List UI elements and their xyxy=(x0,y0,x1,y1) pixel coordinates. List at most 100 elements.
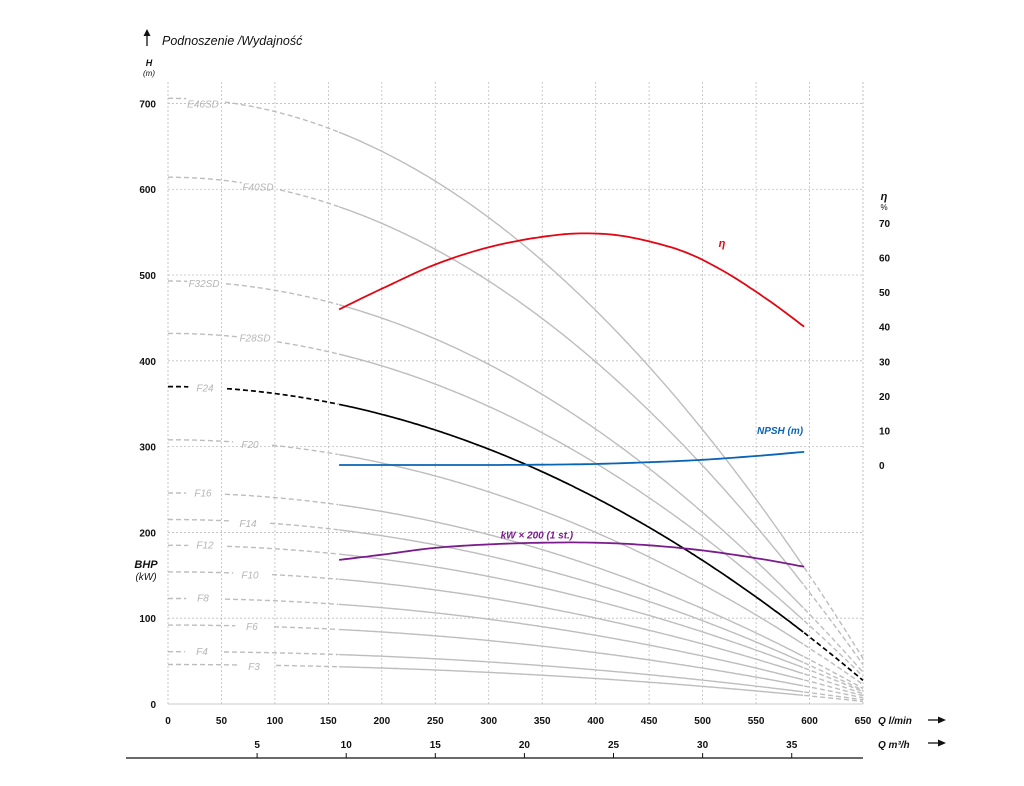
pump-curve-tail-f20 xyxy=(803,644,864,686)
pump-curve-label: F16 xyxy=(194,488,212,499)
x-tick-label: 550 xyxy=(748,716,765,727)
pump-curve-f10 xyxy=(339,578,804,675)
pump-curve-dashed-f40sd xyxy=(168,176,242,184)
pump-curve-label: F10 xyxy=(241,571,259,582)
x-tick-label: 450 xyxy=(641,716,658,727)
y-tick-label: 100 xyxy=(139,614,156,625)
pump-curve-f40sd xyxy=(338,206,804,585)
y-tick-label: 200 xyxy=(139,528,156,539)
pump-curve-dashed-f4 xyxy=(224,651,339,656)
pump-curve-label: F20 xyxy=(241,440,259,451)
y-tick-label: 300 xyxy=(139,443,156,454)
npsh-curve xyxy=(339,451,805,466)
pump-curve-dashed-f14 xyxy=(168,518,232,522)
pump-curve-dashed-f12 xyxy=(226,545,339,555)
pump-curve-dashed-f6 xyxy=(274,626,339,631)
pump-curve-tail-f3 xyxy=(804,694,864,703)
x-axis2-tick-label: 5 xyxy=(254,740,260,751)
pump-curve-label: F28SD xyxy=(239,334,270,345)
x-tick-label: 300 xyxy=(480,716,497,727)
pump-curve-label: F12 xyxy=(196,541,214,552)
eta-tick-label: 10 xyxy=(879,426,891,437)
pump-curve-tail-f32sd xyxy=(803,608,864,673)
pump-curve-tail-f14 xyxy=(803,662,864,692)
x-tick-label: 350 xyxy=(534,716,551,727)
pump-curve-label: F8 xyxy=(197,594,209,605)
pump-curve-dashed-f16 xyxy=(225,493,339,506)
pump-curve-label: F4 xyxy=(196,647,208,658)
pump-curve-label: F6 xyxy=(246,622,258,633)
pump-curve-dashed-e46sd xyxy=(224,101,339,133)
pump-curve-f12 xyxy=(339,553,804,669)
y-tick-label: 600 xyxy=(139,185,156,196)
pump-curve-tail-f6 xyxy=(804,685,864,699)
pump-curve-tail-f8 xyxy=(804,679,864,697)
pump-curve-dashed-f24 xyxy=(226,387,339,406)
y-tick-label: 700 xyxy=(139,99,156,110)
eta-tick-label: 20 xyxy=(879,392,891,403)
pump-curve-tail-f4 xyxy=(804,691,864,701)
y-tick-label: 500 xyxy=(139,271,156,282)
pump-curve-f28sd xyxy=(338,353,804,621)
efficiency-curve xyxy=(338,232,805,328)
eta-tick-label: 0 xyxy=(879,461,885,472)
pump-curve-dashed-f28sd xyxy=(276,341,340,355)
pump-curve-dashed-f28sd xyxy=(168,332,239,338)
pump-curve-tail-f24 xyxy=(803,632,864,682)
x-axis2-tick-label: 20 xyxy=(519,740,531,751)
x-tick-label: 400 xyxy=(587,716,604,727)
pump-curve-f16 xyxy=(339,504,804,657)
pump-curve-f32sd xyxy=(338,304,804,609)
pump-curve-tail-f10 xyxy=(804,673,864,695)
x-tick-label: 100 xyxy=(267,716,284,727)
pump-curve-dashed-f3 xyxy=(276,664,338,668)
pump-curve-dashed-f20 xyxy=(271,444,339,456)
pump-curve-dashed-f10 xyxy=(271,573,339,580)
x-tick-label: 650 xyxy=(855,716,872,727)
x-axis2-tick-label: 10 xyxy=(341,740,353,751)
bhp-axis-unit: (kW) xyxy=(135,572,156,583)
arrow-right-icon xyxy=(928,739,946,747)
pump-curve-dashed-f14 xyxy=(269,522,339,531)
npsh-curve-label: NPSH (m) xyxy=(757,426,804,437)
x-axis2-tick-label: 25 xyxy=(608,740,620,751)
eta-tick-label: 60 xyxy=(879,254,891,265)
pump-curve-dashed-f20 xyxy=(168,439,234,443)
pump-curve-label: F3 xyxy=(248,662,260,673)
pump-curve-label: F24 xyxy=(196,383,214,394)
pump-curve-f24 xyxy=(338,403,804,633)
pump-curve-tail-f16 xyxy=(803,656,864,690)
y-tick-label: 0 xyxy=(150,700,156,711)
pump-curve-dashed-f8 xyxy=(224,598,339,605)
pump-curve-label: F14 xyxy=(239,519,257,530)
pump-curve-f4 xyxy=(339,653,804,693)
pump-curve-f14 xyxy=(339,529,804,663)
eta-axis-label: η xyxy=(881,191,888,203)
pump-curve-f3 xyxy=(339,666,804,696)
x-tick-label: 0 xyxy=(165,716,171,727)
power-curve xyxy=(338,541,805,568)
x-tick-label: 250 xyxy=(427,716,444,727)
pump-curve-label: F32SD xyxy=(188,279,219,290)
pump-curve-f20 xyxy=(338,453,804,645)
bhp-axis-label: BHP xyxy=(134,559,158,571)
y-axis-unit: (m) xyxy=(143,69,155,78)
power-curve-label: kW × 200 (1 st.) xyxy=(501,530,574,541)
pump-curve-tail-f28sd xyxy=(803,620,864,677)
pump-curve-tail-f40sd xyxy=(803,585,864,666)
y-tick-label: 400 xyxy=(139,357,156,368)
pump-curve-tail-e46sd xyxy=(803,567,864,659)
x-tick-label: 200 xyxy=(374,716,391,727)
pump-curve-label: F40SD xyxy=(242,182,273,193)
x-axis2-label: Q m³/h xyxy=(878,740,910,751)
pump-curve-dashed-f6 xyxy=(168,624,236,627)
x-axis2-tick-label: 35 xyxy=(786,740,798,751)
arrow-up-icon xyxy=(143,29,151,46)
chart-title: Podnoszenie /Wydajność xyxy=(162,34,303,48)
arrow-right-icon xyxy=(928,716,946,724)
x-axis-label: Q l/min xyxy=(878,716,912,727)
pump-curve-label: E46SD xyxy=(187,100,219,111)
pump-curve-f8 xyxy=(339,603,804,681)
x-tick-label: 150 xyxy=(320,716,337,727)
